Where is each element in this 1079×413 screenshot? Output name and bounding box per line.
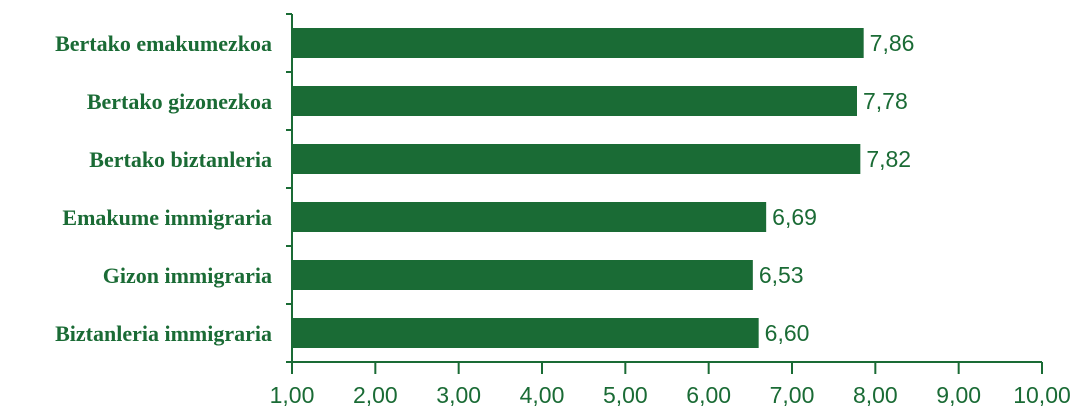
bar (292, 86, 857, 116)
category-label: Emakume immigraria (62, 205, 272, 230)
x-tick-label: 3,00 (436, 382, 481, 408)
y-axis (286, 13, 293, 363)
x-axis: 1,00 2,00 3,00 4,00 5,00 6,00 7,00 8,00 9,00 10,0… (270, 361, 1071, 408)
x-tick-label: 10,00 (1013, 382, 1071, 408)
x-tick-label: 2,00 (353, 382, 398, 408)
bar (292, 318, 759, 348)
bar (292, 260, 753, 290)
x-tick-label: 1,00 (270, 382, 315, 408)
bar (292, 28, 864, 58)
x-tick-label: 9,00 (936, 382, 981, 408)
data-label: 7,82 (866, 146, 911, 172)
x-tick-label: 6,00 (686, 382, 731, 408)
category-label: Bertako biztanleria (89, 147, 272, 172)
bar (292, 144, 861, 174)
data-label: 6,69 (772, 204, 817, 230)
bars-group (292, 28, 864, 348)
x-tick-label: 5,00 (603, 382, 648, 408)
category-label: Bertako emakumezkoa (55, 31, 272, 56)
data-label: 7,78 (863, 88, 908, 114)
x-tick-label: 8,00 (853, 382, 898, 408)
data-label: 6,60 (765, 320, 810, 346)
x-tick-label: 4,00 (520, 382, 565, 408)
category-label: Bertako gizonezkoa (87, 89, 272, 114)
bar (292, 202, 767, 232)
data-label: 6,53 (759, 262, 804, 288)
x-tick-label: 7,00 (770, 382, 815, 408)
category-labels-group: Bertako emakumezkoa Bertako gizonezkoa Ber… (55, 31, 272, 346)
data-label: 7,86 (870, 30, 915, 56)
category-label: Gizon immigraria (103, 263, 272, 288)
value-labels-group: 7,86 7,78 7,82 6,69 6,53 6,60 (759, 30, 915, 346)
category-label: Biztanleria immigraria (55, 321, 272, 346)
